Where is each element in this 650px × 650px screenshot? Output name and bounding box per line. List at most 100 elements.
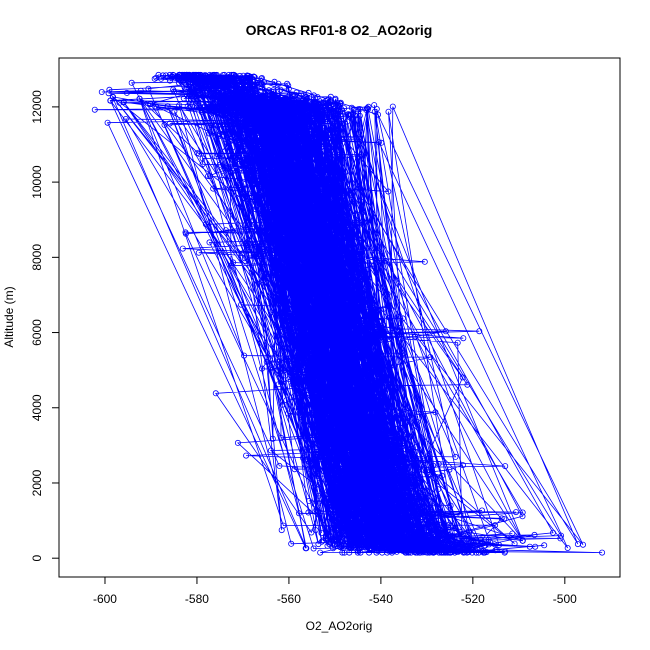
data-point — [219, 167, 226, 174]
data-point — [325, 246, 332, 253]
data-point — [300, 173, 307, 180]
data-point — [303, 545, 310, 552]
data-point — [452, 453, 459, 460]
data-point — [318, 344, 325, 351]
data-point — [329, 108, 336, 115]
data-point — [308, 94, 315, 101]
data-point — [199, 155, 206, 162]
data-point — [368, 357, 375, 364]
data-point — [252, 206, 259, 213]
data-point — [330, 498, 337, 505]
data-point — [286, 92, 293, 99]
data-point — [213, 93, 220, 100]
data-point — [360, 505, 367, 512]
data-point — [285, 82, 292, 89]
data-point — [248, 139, 255, 146]
data-point — [387, 428, 394, 435]
data-point — [390, 457, 397, 464]
data-point — [382, 257, 389, 264]
data-point — [258, 142, 265, 149]
data-point — [336, 374, 343, 381]
data-point — [387, 538, 394, 545]
data-point — [359, 295, 366, 302]
data-point — [237, 146, 244, 153]
data-point — [409, 533, 416, 540]
data-point — [295, 107, 302, 114]
data-point — [195, 249, 202, 256]
data-point — [313, 506, 320, 513]
data-point — [333, 414, 340, 421]
data-point — [373, 504, 380, 511]
data-point — [267, 112, 274, 119]
data-point — [466, 529, 473, 536]
data-point — [435, 486, 442, 493]
data-point — [372, 334, 379, 341]
data-point — [343, 261, 350, 268]
data-point — [229, 131, 236, 138]
data-point — [321, 418, 328, 425]
data-point — [188, 87, 195, 94]
data-point — [319, 418, 326, 425]
data-point — [277, 125, 284, 132]
data-point — [362, 324, 369, 331]
data-point — [254, 108, 261, 115]
data-point — [297, 414, 304, 421]
data-point — [328, 311, 335, 318]
data-point — [357, 350, 364, 357]
data-point — [296, 155, 303, 162]
data-point — [267, 309, 274, 316]
data-point — [314, 472, 321, 479]
data-point — [315, 229, 322, 236]
data-point — [388, 428, 395, 435]
data-point — [317, 438, 324, 445]
data-point — [295, 271, 302, 278]
data-point — [375, 407, 382, 414]
data-point — [348, 304, 355, 311]
data-point — [424, 469, 431, 476]
data-point — [250, 114, 257, 121]
data-point — [342, 363, 349, 370]
data-point — [435, 545, 442, 552]
data-point — [357, 549, 364, 556]
data-point — [228, 109, 235, 116]
y-tick-label: 12000 — [30, 90, 44, 124]
data-point — [344, 118, 351, 125]
data-point — [425, 515, 432, 522]
data-point — [315, 391, 322, 398]
data-point — [491, 541, 498, 548]
data-point — [395, 440, 402, 447]
data-point — [227, 123, 234, 130]
data-point — [501, 516, 508, 523]
data-point — [320, 411, 327, 418]
data-point — [315, 241, 322, 248]
data-point — [183, 71, 190, 78]
data-point — [330, 362, 337, 369]
data-point — [355, 405, 362, 412]
data-point — [437, 508, 444, 515]
data-point — [381, 538, 388, 545]
data-point — [332, 95, 339, 102]
data-point — [419, 495, 426, 502]
data-point — [307, 105, 314, 112]
data-point — [321, 457, 328, 464]
data-point — [328, 268, 335, 275]
data-point — [281, 183, 288, 190]
data-point — [242, 110, 249, 117]
data-point — [238, 93, 245, 100]
data-point — [337, 392, 344, 399]
data-point — [299, 215, 306, 222]
data-point — [446, 466, 453, 473]
data-point — [292, 116, 299, 123]
data-point — [153, 74, 160, 81]
data-point — [120, 99, 127, 106]
y-tick-label: 4000 — [30, 394, 44, 421]
data-point — [308, 271, 315, 278]
data-point — [385, 507, 392, 514]
data-point — [322, 278, 329, 285]
data-point — [326, 402, 333, 409]
data-point — [343, 434, 350, 441]
data-point — [98, 89, 105, 96]
data-point — [269, 435, 276, 442]
data-point — [208, 73, 215, 80]
data-point — [442, 544, 449, 551]
